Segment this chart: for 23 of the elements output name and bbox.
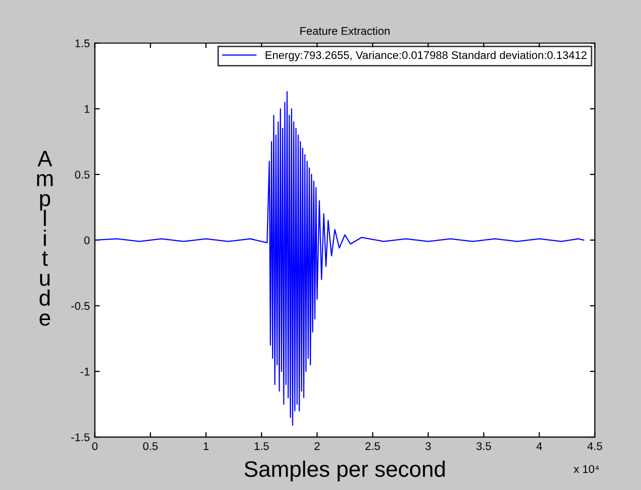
y-tick-label: 1 <box>84 105 90 113</box>
x-tick-label: 4.5 <box>587 442 602 450</box>
y-tick-label: 0 <box>84 236 90 244</box>
x-tick-label: 3 <box>426 442 431 450</box>
x-axis-title: Samples per second <box>244 460 445 482</box>
text: x 10⁴ <box>574 465 599 473</box>
y-tick-label: 1.5 <box>75 40 90 48</box>
line-series <box>94 91 584 426</box>
y-tick-label: -1 <box>80 368 90 376</box>
x-tick-label: 1.5 <box>254 442 269 450</box>
chart-title: Feature Extraction <box>300 26 390 35</box>
x-tick-label: 2.5 <box>365 442 380 450</box>
x-tick-label: 2 <box>314 442 320 450</box>
y-tick-label: -0.5 <box>71 302 90 310</box>
x-tick-label: 0 <box>92 442 98 450</box>
text: Amplitude <box>37 150 53 326</box>
x-tick-label: 3.5 <box>476 442 491 450</box>
y-tick-label: 0.5 <box>74 170 90 179</box>
y-tick-label: -1.5 <box>71 433 90 442</box>
legend-label: Energy:793.2655, Variance:0.017988 Standard deviation:0.13412 <box>266 50 587 62</box>
x-tick-label: 1 <box>204 442 209 450</box>
x-tick-label: 4 <box>536 442 542 450</box>
x-tick-label: 0.5 <box>143 442 158 450</box>
